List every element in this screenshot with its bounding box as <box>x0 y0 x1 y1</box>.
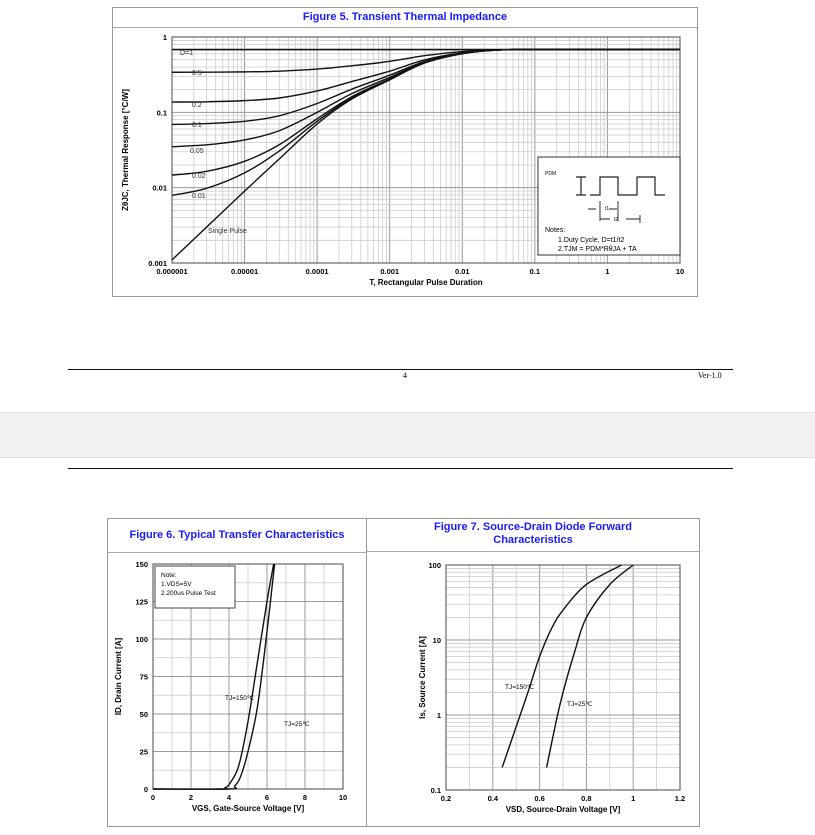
x-tick-label: 0.01 <box>455 267 470 276</box>
x-tick-label: 4 <box>227 793 232 802</box>
series-line-1 <box>545 564 634 768</box>
series-label: Single Pulse <box>208 228 247 235</box>
notes-inset <box>537 156 681 256</box>
y-tick-label: 1 <box>163 33 167 42</box>
series-label: 0.02 <box>192 173 206 180</box>
y-tick-label: 125 <box>135 598 148 607</box>
x-tick-label: 2 <box>189 793 193 802</box>
series-label: 0.05 <box>190 148 204 155</box>
x-axis-label: VSD, Source-Drain Voltage [V] <box>506 805 621 814</box>
x-tick-label: 0.00001 <box>231 267 258 276</box>
y-axis-label: ZθJC, Thermal Response [°C/W] <box>121 89 130 211</box>
y-tick-label: 10 <box>433 636 441 645</box>
series-line-0 <box>501 564 622 768</box>
series-label: 0.01 <box>192 193 206 200</box>
series-label: 0.5 <box>192 70 202 77</box>
figure-7-chart: 0.2 0.4 0.6 0.8 1 1.2 0.1 1 10 100 VSD, Source-Dra… <box>418 561 685 814</box>
series-label: TJ=150℃ <box>505 684 535 691</box>
y-tick-label: 0 <box>144 785 148 794</box>
y-axis-label: ID, Drain Current [A] <box>114 638 123 716</box>
note-1: 1.VDS=5V <box>161 581 192 588</box>
x-tick-label: 8 <box>303 793 307 802</box>
y-tick-label: 25 <box>140 748 148 757</box>
figure-7-title: Figure 7. Source-Drain Diode Forward Cha… <box>367 519 699 552</box>
x-tick-label: 0.001 <box>380 267 399 276</box>
version-label: Ver-1.0 <box>698 371 722 380</box>
x-tick-label: 1 <box>605 267 609 276</box>
x-tick-label: 0.0001 <box>306 267 329 276</box>
x-tick-label: 0 <box>151 793 155 802</box>
y-tick-label: 150 <box>135 560 148 569</box>
series-line-7 <box>171 48 681 261</box>
series-label: TJ=150℃ <box>225 695 255 702</box>
series-label: 0.2 <box>192 102 202 109</box>
series-label: TJ=25℃ <box>567 701 593 708</box>
x-tick-label: 10 <box>676 267 684 276</box>
y-tick-label: 50 <box>140 710 148 719</box>
note-1: 1.Duty Cycle, D=t1/t2 <box>558 237 624 244</box>
figure-5-chart: 0.000001 0.00001 0.0001 0.001 0.01 0.1 1 10 0.00… <box>121 33 684 287</box>
note-2: 2.TJM = PDM*RθJA + TA <box>558 246 637 253</box>
y-tick-label: 0.1 <box>157 108 167 117</box>
figure-7-frame: Figure 7. Source-Drain Diode Forward Cha… <box>366 518 700 827</box>
y-tick-label: 0.001 <box>148 259 167 268</box>
series-label: D=1 <box>180 50 193 57</box>
x-tick-label: 0.6 <box>534 794 544 803</box>
pdm-label: PDM <box>545 171 556 177</box>
plot-border <box>152 563 344 790</box>
plot-border <box>171 36 681 264</box>
x-axis-label: T, Rectangular Pulse Duration <box>369 278 482 287</box>
y-tick-label: 1 <box>437 711 441 720</box>
x-tick-label: 0.2 <box>441 794 451 803</box>
x-tick-label: 0.1 <box>530 267 540 276</box>
x-tick-label: 6 <box>265 793 269 802</box>
figure-5-title: Figure 5. Transient Thermal Impedance <box>113 8 697 28</box>
x-tick-label: 1 <box>631 794 635 803</box>
series-label: 0.1 <box>192 122 202 129</box>
y-tick-label: 0.1 <box>431 786 441 795</box>
series-label: TJ=25℃ <box>284 721 310 728</box>
y-tick-label: 100 <box>428 561 441 570</box>
series-line-1 <box>152 563 276 790</box>
x-tick-label: 0.4 <box>488 794 499 803</box>
page-gap <box>0 412 815 458</box>
x-axis-label: VGS, Gate-Source Voltage [V] <box>192 804 305 813</box>
notes-title: Notes: <box>545 227 565 234</box>
duration-arrows-icon <box>588 201 641 223</box>
y-tick-label: 0.01 <box>152 184 167 193</box>
header-rule <box>68 468 733 469</box>
t2-label: t2 <box>614 217 618 223</box>
y-tick-label: 100 <box>135 635 148 644</box>
page-number: 4 <box>403 371 407 380</box>
t1-label: t1 <box>605 206 609 212</box>
x-tick-label: 1.2 <box>675 794 685 803</box>
plot-border <box>445 564 681 791</box>
pulse-diagram-icon <box>576 176 665 196</box>
note-title: Note: <box>161 572 177 579</box>
note-box <box>154 565 236 609</box>
note-2: 2.200us Pulse Test <box>161 590 216 597</box>
figure-6-title: Figure 6. Typical Transfer Characteristi… <box>108 519 366 553</box>
x-tick-label: 10 <box>339 793 347 802</box>
figure-5-frame: Figure 5. Transient Thermal Impedance <box>112 7 698 297</box>
footer-rule <box>68 369 733 370</box>
y-tick-label: 75 <box>140 673 148 682</box>
x-tick-label: 0.000001 <box>156 267 187 276</box>
x-tick-label: 0.8 <box>581 794 591 803</box>
y-axis-label: Is, Source Current [A] <box>418 636 427 719</box>
